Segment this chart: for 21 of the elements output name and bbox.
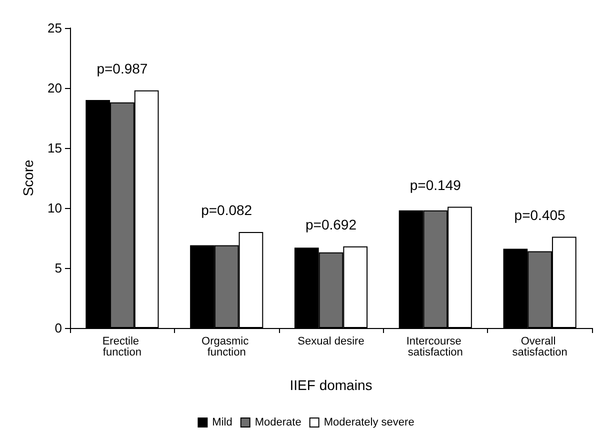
y-tick-label: 20 (48, 80, 62, 96)
legend-label: Moderately severe (324, 416, 414, 428)
y-tick-label: 25 (48, 20, 62, 36)
legend-label: Mild (212, 416, 232, 428)
x-tick-label: Overall satisfaction (512, 336, 568, 358)
annotation: p=0.692 (306, 216, 357, 232)
x-tick-label: Sexual desire (298, 336, 364, 348)
y-axis-title: Score (20, 160, 36, 196)
annotation: p=0.987 (96, 60, 148, 76)
annotation: p=0.405 (514, 206, 566, 223)
y-tick-label: 15 (48, 140, 62, 156)
legend-label: Moderate (254, 416, 302, 428)
y-tick-label: 10 (48, 200, 62, 216)
annotation: p=0.149 (410, 176, 462, 193)
x-tick-label: Orgasmic function (202, 336, 252, 358)
annotation: p=0.082 (201, 202, 252, 218)
x-axis-title: IIEF domains (290, 377, 372, 393)
y-tick-label: 0 (54, 320, 62, 336)
x-tick-label: Intercourse satisfaction (406, 336, 464, 358)
y-tick-label: 5 (54, 260, 62, 276)
x-tick-label: Erectile function (102, 336, 142, 358)
